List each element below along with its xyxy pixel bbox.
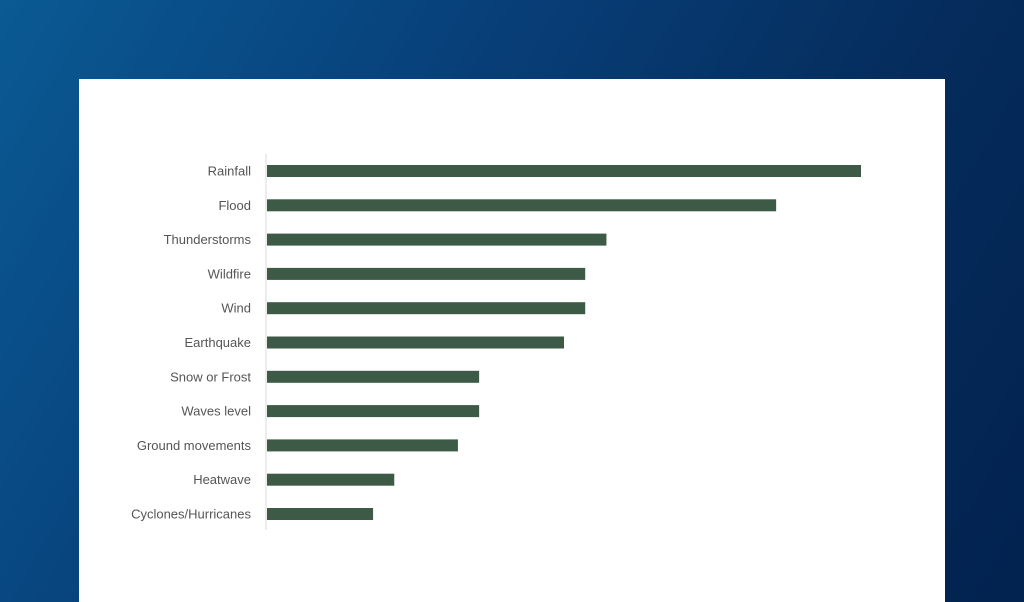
category-label: Snow or Frost (170, 369, 251, 384)
bars-group (267, 165, 861, 520)
bar-heatwave (267, 473, 395, 486)
category-labels-group: Rainfall Flood Thunderstorms Wildfire Wind Ea… (131, 164, 251, 522)
bar-waves-level (267, 405, 480, 418)
bar-snow-or-frost (267, 370, 480, 383)
category-label: Rainfall (208, 164, 251, 179)
category-label: Waves level (181, 404, 251, 419)
category-label: Flood (218, 198, 251, 213)
bar-flood (267, 199, 777, 212)
category-label: Thunderstorms (164, 232, 252, 247)
bar-wind (267, 302, 586, 315)
category-label: Wind (221, 301, 251, 316)
category-label: Earthquake (185, 335, 252, 350)
category-label: Ground movements (137, 438, 252, 453)
category-label: Wildfire (208, 266, 251, 281)
bar-cyclones-hurricanes (267, 508, 374, 520)
bar-wildfire (267, 267, 586, 280)
category-label: Cyclones/Hurricanes (131, 507, 251, 522)
bar-earthquake (267, 336, 564, 349)
bar-ground-movements (267, 439, 458, 452)
bar-thunderstorms (267, 233, 607, 246)
category-label: Heatwave (193, 472, 251, 487)
bar-rainfall (267, 165, 861, 177)
